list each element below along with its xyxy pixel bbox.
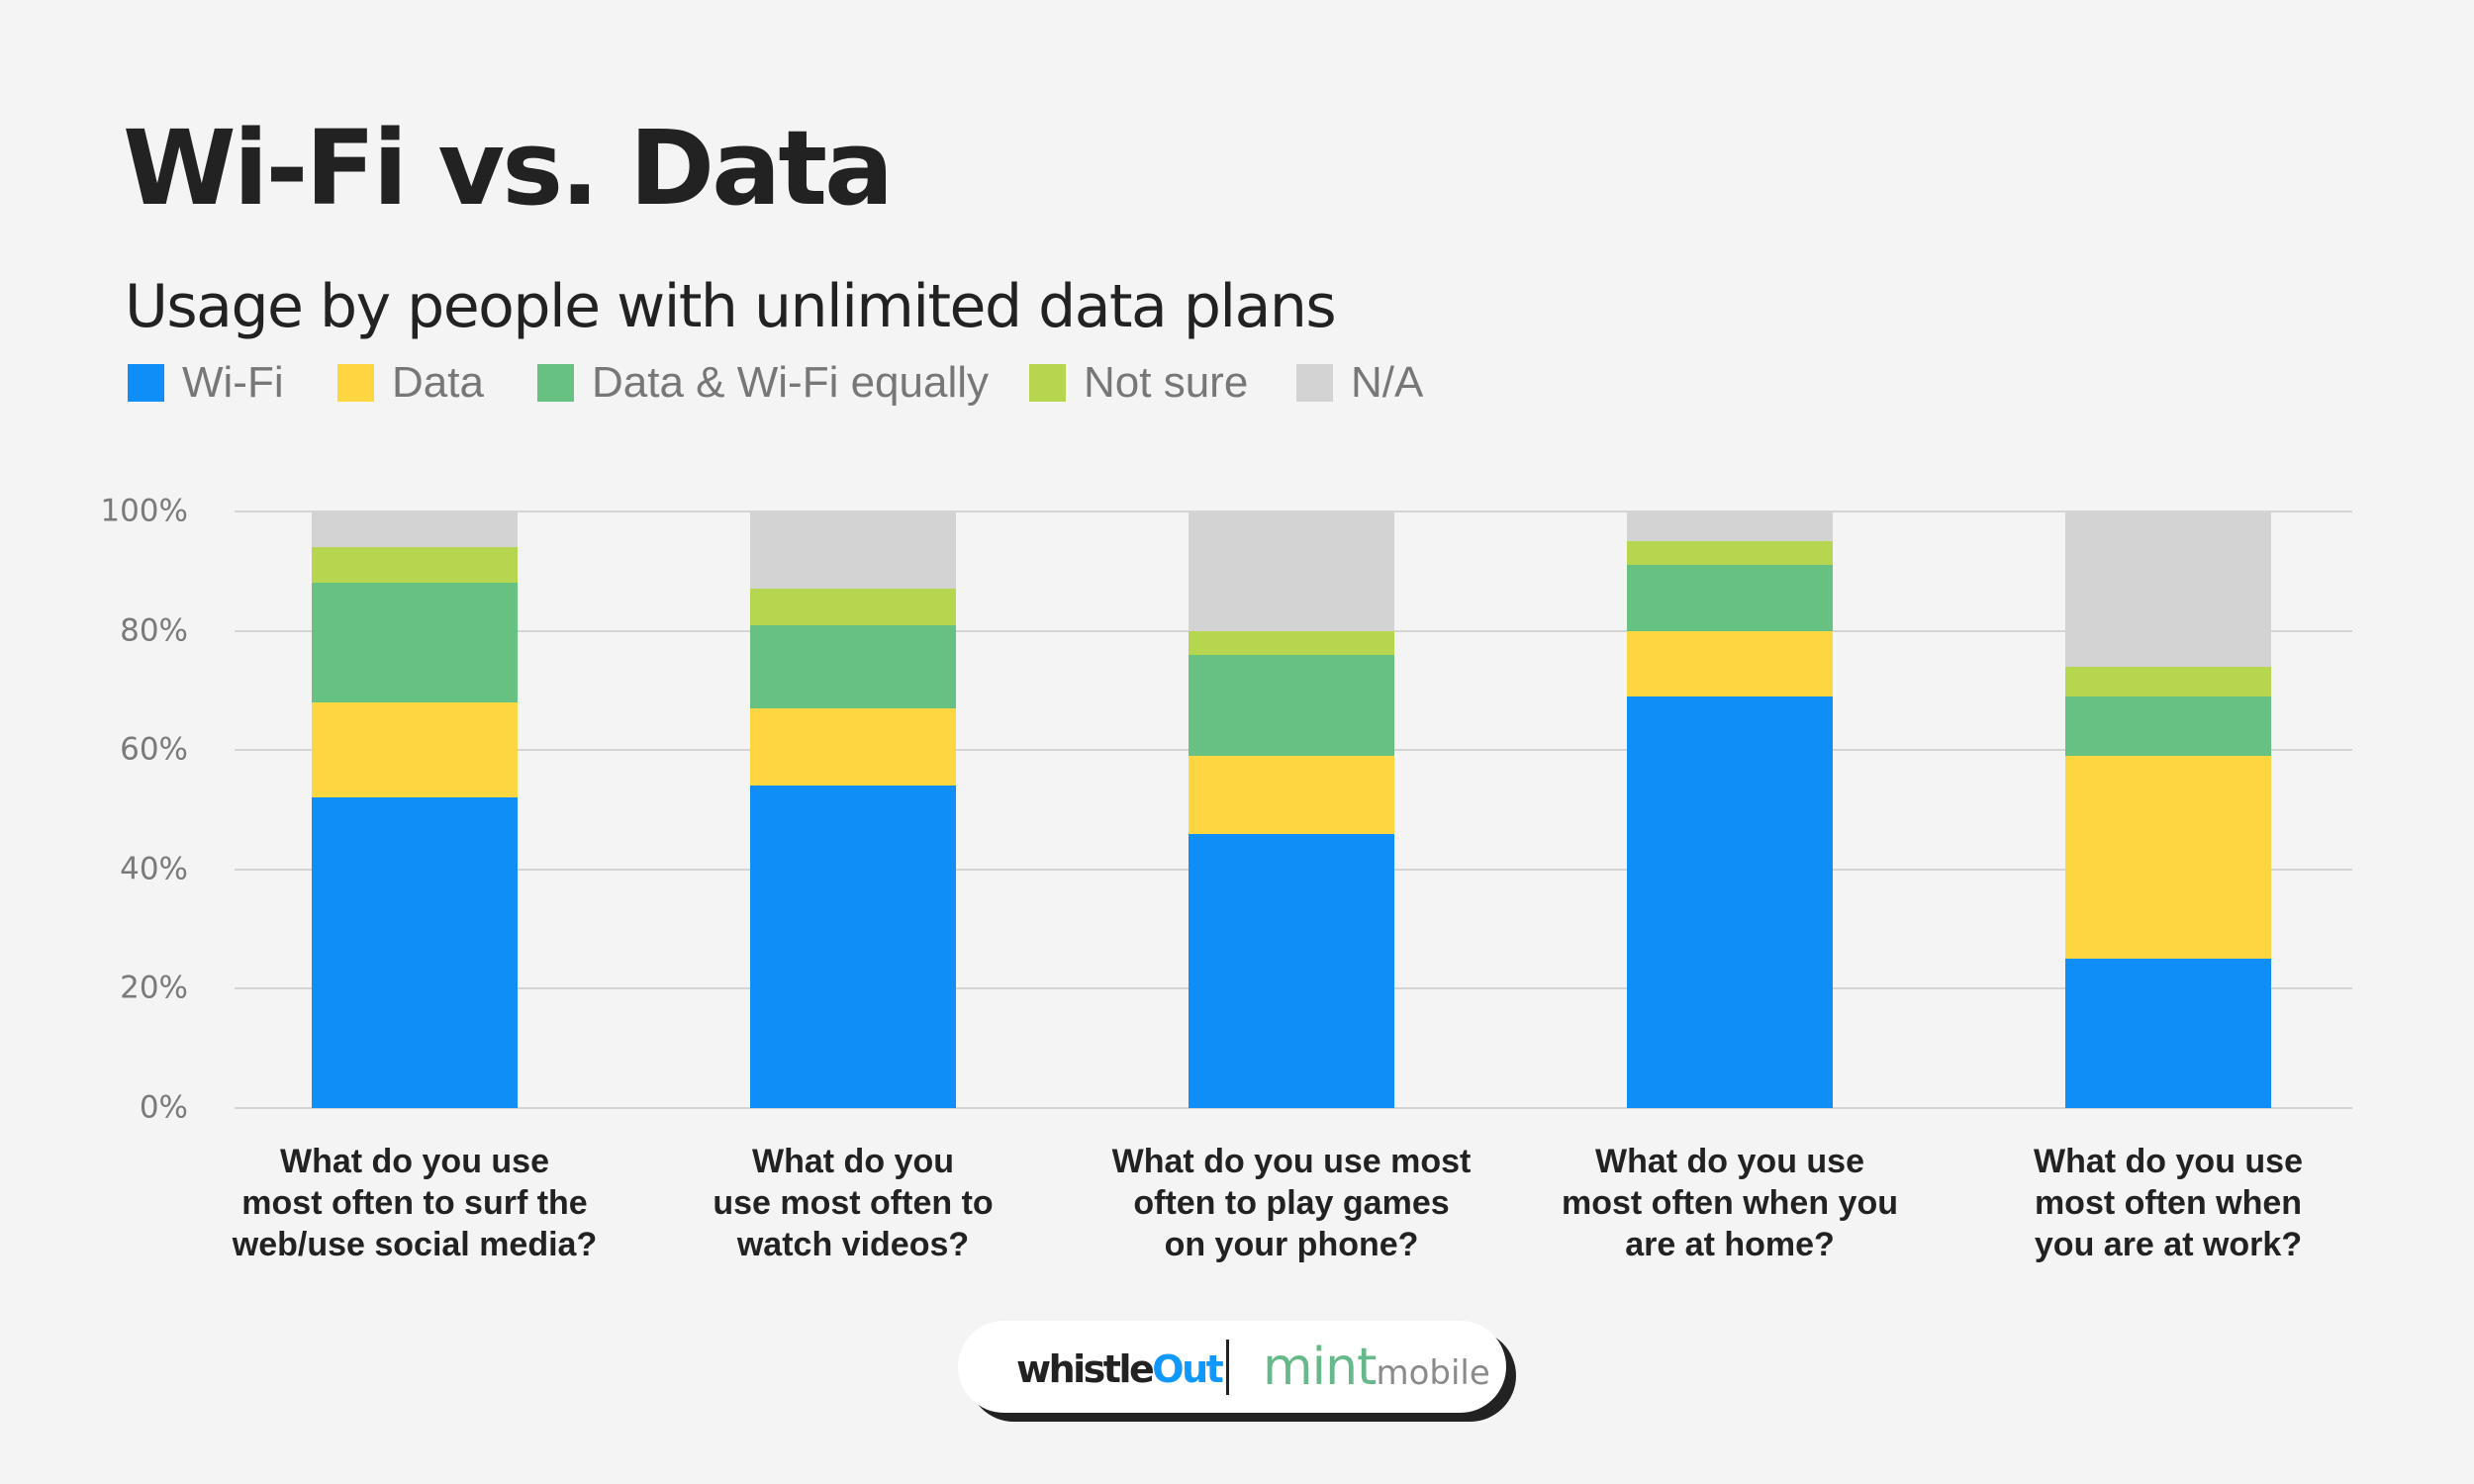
bar-segment-data-wi-fi-equally — [750, 624, 956, 709]
mint-mobile-logo: mintmobile — [1263, 1338, 1490, 1409]
y-tick-label: 0% — [139, 1089, 188, 1126]
gridline — [235, 1107, 2352, 1109]
mint-mobile-logo-part2: mobile — [1376, 1353, 1490, 1393]
bar-segment-data-wi-fi-equally — [1189, 654, 1394, 757]
x-axis-category-label: What do you use most often when you are … — [2034, 1143, 2303, 1263]
x-axis-category-label: What do you use most often to surf the w… — [232, 1143, 598, 1263]
legend-swatch-icon — [1296, 364, 1333, 402]
whistleout-logo-part1: whistle — [1016, 1347, 1155, 1391]
mint-mobile-logo-part1: mint — [1263, 1338, 1377, 1397]
chart-subtitle: Usage by people with unlimited data plan… — [125, 272, 1337, 341]
bar-segment-wi-fi — [1627, 696, 1833, 1108]
gridline — [235, 510, 2352, 512]
stacked-bar — [2065, 511, 2271, 1108]
legend-label: Data — [392, 358, 484, 407]
bar-segment-n-a — [750, 511, 956, 590]
bar-segment-data — [312, 701, 518, 798]
x-axis-category-label: What do you use most often when you are … — [1562, 1143, 1898, 1263]
whistleout-logo: whistleOut — [1016, 1344, 1224, 1395]
bar-segment-n-a — [2065, 511, 2271, 667]
chart-title: Wi-Fi vs. Data — [123, 108, 894, 229]
stacked-bar — [1189, 511, 1394, 1108]
bar-segment-wi-fi — [2065, 959, 2271, 1108]
bar-segment-wi-fi — [312, 797, 518, 1108]
stacked-bar — [1627, 511, 1833, 1108]
legend-swatch-icon — [537, 364, 574, 402]
y-tick-label: 40% — [120, 851, 188, 887]
plot-area — [235, 510, 2352, 1109]
bar-segment-wi-fi — [1189, 833, 1394, 1108]
y-tick-label: 60% — [120, 731, 188, 768]
bar-segment-data — [1189, 756, 1394, 834]
stacked-bar — [750, 511, 956, 1108]
bar-segment-not-sure — [1627, 541, 1833, 566]
legend-item: Wi-Fi — [128, 348, 284, 417]
x-axis-category-label: What do you use most often to watch vide… — [713, 1143, 994, 1263]
bar-segment-wi-fi — [750, 786, 956, 1108]
legend-swatch-icon — [128, 364, 164, 402]
stacked-bar — [312, 511, 518, 1108]
whistleout-logo-part2: Out — [1152, 1347, 1224, 1391]
bar-segment-data — [2065, 756, 2271, 960]
legend-item: N/A — [1296, 348, 1423, 417]
legend-item: Data — [337, 348, 484, 417]
bar-segment-data — [750, 708, 956, 787]
legend-label: Data & Wi-Fi equally — [592, 358, 990, 407]
y-tick-label: 20% — [120, 970, 188, 1006]
legend-swatch-icon — [337, 364, 374, 402]
bar-segment-data-wi-fi-equally — [2065, 696, 2271, 757]
legend-label: Wi-Fi — [182, 358, 284, 407]
legend-label: Not sure — [1084, 358, 1249, 407]
y-tick-label: 80% — [120, 612, 188, 649]
bar-segment-not-sure — [750, 589, 956, 625]
logo-divider — [1226, 1340, 1229, 1395]
bar-segment-not-sure — [312, 547, 518, 584]
bar-segment-n-a — [1189, 511, 1394, 631]
y-tick-label: 100% — [100, 493, 188, 529]
bar-segment-n-a — [312, 511, 518, 548]
bar-segment-data — [1627, 630, 1833, 696]
logo-badge — [958, 1321, 1506, 1413]
bar-segment-data-wi-fi-equally — [312, 583, 518, 702]
legend-item: Not sure — [1029, 348, 1248, 417]
bar-segment-n-a — [1627, 511, 1833, 542]
bar-segment-data-wi-fi-equally — [1627, 565, 1833, 631]
x-axis-category-label: What do you use most often to play games… — [1111, 1143, 1472, 1263]
legend-item: Data & Wi-Fi equally — [537, 348, 989, 417]
legend-label: N/A — [1351, 358, 1424, 407]
bar-segment-not-sure — [2065, 666, 2271, 696]
bar-segment-not-sure — [1189, 630, 1394, 655]
legend-swatch-icon — [1029, 364, 1066, 402]
